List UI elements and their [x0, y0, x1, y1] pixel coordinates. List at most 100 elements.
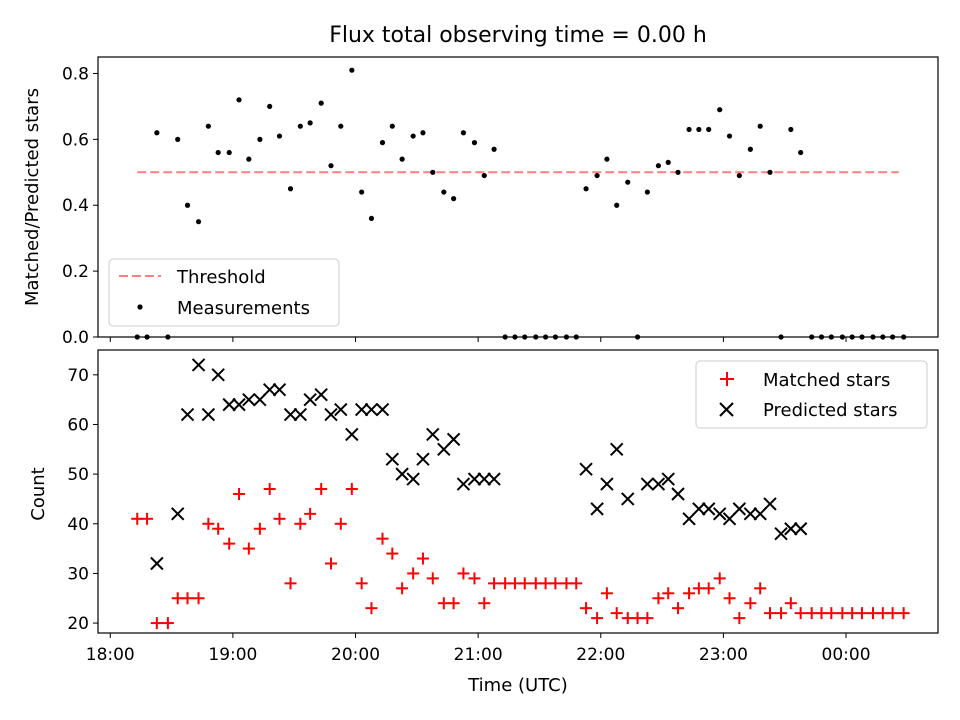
matched-stars-marker [794, 607, 807, 620]
measurement-point [481, 172, 487, 179]
x-axis-label: Time (UTC) [467, 675, 568, 696]
matched-stars-marker [600, 587, 613, 600]
measurement-point [594, 172, 600, 179]
predicted-stars-marker [324, 407, 338, 422]
matched-stars-marker [570, 577, 583, 590]
predicted-stars-marker [661, 472, 675, 486]
predicted-stars-marker [774, 526, 788, 541]
predicted-stars-marker [743, 507, 758, 521]
measurement-point [297, 123, 303, 129]
predicted-stars-marker [242, 392, 256, 407]
matched-stars-marker [416, 552, 429, 565]
matched-stars-marker [242, 542, 255, 555]
measurement-point [655, 163, 662, 169]
bottom-y-tick-label: 50 [67, 465, 89, 485]
measurement-point [267, 103, 273, 110]
x-tick-label: 22:00 [576, 645, 625, 665]
bottom-y-tick-label: 30 [67, 564, 89, 584]
matched-stars-marker [396, 582, 409, 595]
measurement-point [625, 179, 631, 185]
measurement-point [441, 189, 447, 195]
predicted-stars-marker [191, 358, 206, 372]
measurement-point [328, 163, 334, 169]
matched-legend-swatch [720, 372, 734, 386]
measurement-point [226, 149, 232, 156]
predicted-stars-marker [590, 502, 604, 516]
matched-stars-marker [775, 607, 788, 620]
measurement-point [788, 126, 794, 133]
matched-stars-marker [263, 483, 276, 496]
measurement-point [399, 156, 405, 162]
predicted-stars-marker [375, 402, 390, 417]
predicted-stars-marker [784, 522, 798, 536]
matched-stars-marker [713, 572, 726, 585]
matched-stars-marker [407, 567, 420, 580]
matched-stars-marker [784, 597, 797, 610]
measurement-point [246, 156, 252, 162]
matched-stars-marker [315, 483, 328, 496]
measurement-point [471, 140, 478, 146]
matched-stars-marker [253, 522, 266, 535]
matched-stars-marker [580, 602, 593, 615]
bottom-legend-box [695, 360, 928, 429]
threshold-legend-label: Threshold [176, 267, 266, 288]
matched-stars-marker [744, 597, 757, 610]
measurement-point [175, 136, 181, 142]
matched-stars-marker [345, 483, 358, 496]
measurements-legend-swatch [137, 304, 143, 310]
measurement-point [451, 196, 457, 202]
matched-stars-marker [294, 517, 307, 530]
measurement-point [420, 130, 426, 136]
measurement-point [583, 186, 589, 192]
x-tick-label: 18:00 [86, 645, 135, 665]
predicted-stars-marker [446, 432, 461, 447]
predicted-stars-marker [467, 472, 482, 486]
measurement-point [696, 126, 702, 133]
matched-stars-marker [733, 612, 746, 625]
measurement-point [798, 149, 804, 156]
predicted-stars-marker [262, 383, 277, 397]
matched-legend-label: Matched stars [763, 370, 890, 391]
measurement-point [195, 219, 202, 225]
matched-stars-marker [591, 612, 604, 625]
measurement-point [276, 133, 283, 139]
measurement-point [686, 126, 692, 133]
predicted-stars-marker [640, 477, 655, 491]
matched-stars-marker [355, 577, 368, 590]
top-y-tick-label: 0.8 [62, 64, 89, 84]
x-tick-label: 00:00 [822, 645, 871, 665]
matched-stars-marker [683, 587, 696, 600]
measurement-point [644, 189, 650, 195]
predicted-stars-marker [406, 472, 420, 486]
predicted-stars-marker [314, 387, 328, 402]
matched-stars-marker [376, 532, 389, 545]
matched-stars-marker [518, 577, 531, 590]
top-y-tick-label: 0.0 [62, 328, 89, 348]
x-tick-label: 19:00 [208, 645, 257, 665]
measurement-point [460, 130, 467, 136]
bottom-y-tick-label: 70 [67, 366, 89, 386]
matched-stars-marker [641, 612, 654, 625]
measurement-point [757, 123, 763, 129]
matched-stars-marker [386, 547, 399, 560]
predicted-stars-marker [211, 368, 225, 382]
predicted-stars-marker [579, 462, 593, 476]
predicted-stars-marker [150, 556, 164, 571]
predicted-stars-marker [232, 397, 246, 412]
predicted-stars-marker [222, 397, 236, 412]
predicted-stars-marker [477, 472, 491, 486]
predicted-stars-marker [180, 407, 195, 422]
predicted-stars-marker [713, 507, 727, 521]
measurement-point [665, 159, 671, 166]
matched-stars-marker [886, 607, 899, 620]
matched-stars-marker [723, 592, 736, 605]
measurement-point [726, 133, 733, 139]
predicted-stars-marker [416, 452, 430, 466]
bottom-axes-frame [97, 349, 939, 634]
measurements-legend-label: Measurements [177, 298, 310, 319]
matched-stars-marker [488, 577, 501, 590]
predicted-legend-label: Predicted stars [763, 400, 897, 421]
bottom-y-tick-label: 20 [67, 614, 89, 634]
measurement-point [614, 202, 620, 208]
predicted-stars-marker [456, 477, 471, 491]
